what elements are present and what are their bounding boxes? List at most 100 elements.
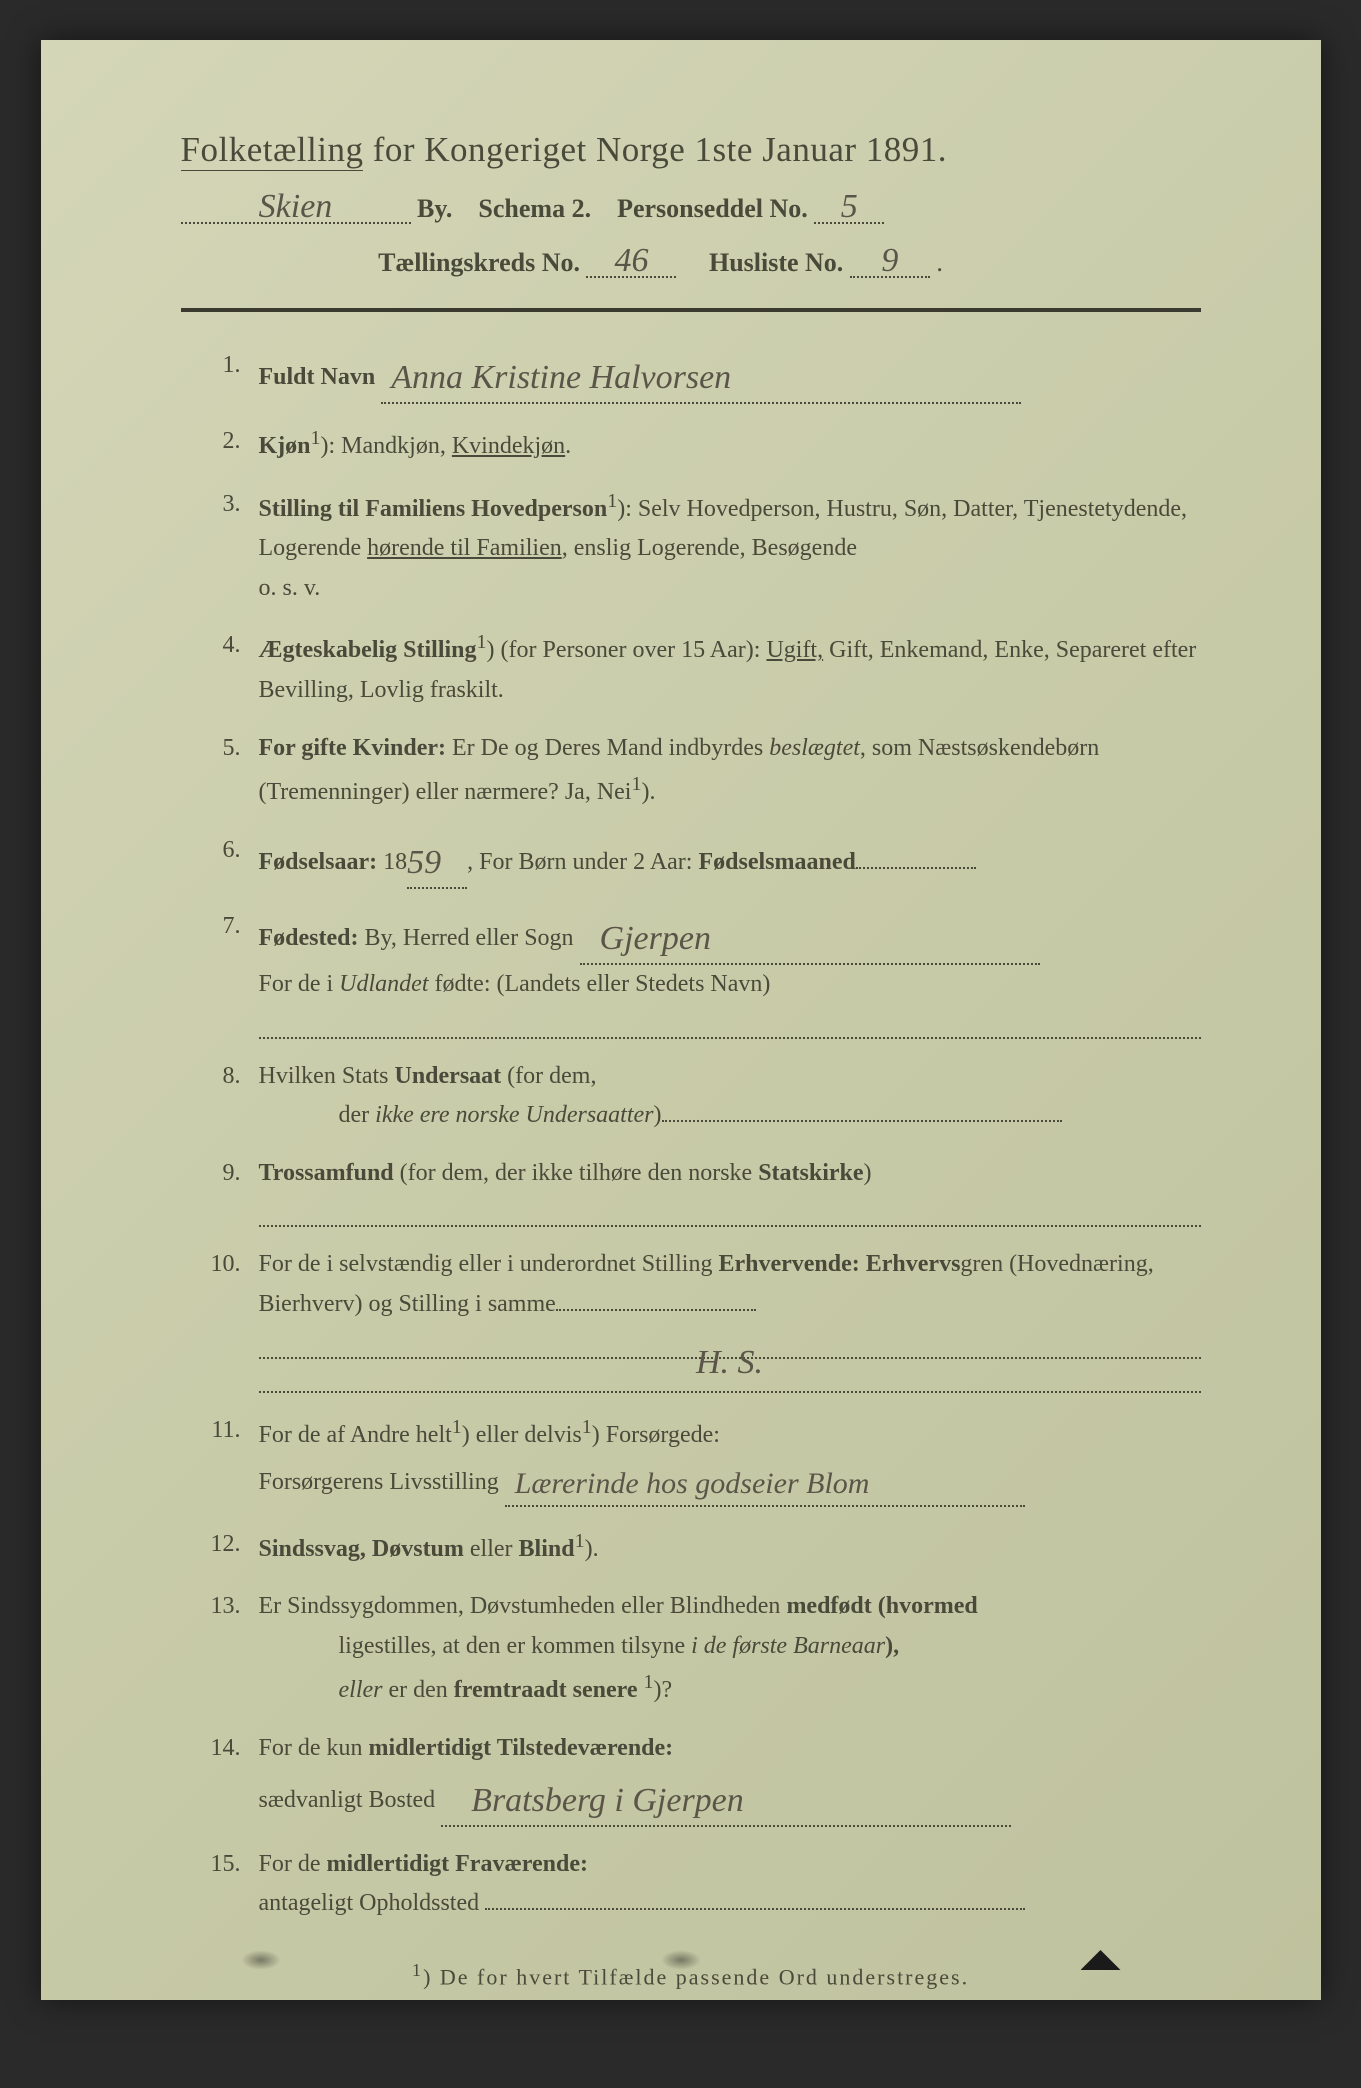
item-4-underlined: Ugift, <box>766 637 823 663</box>
item-13-content: Er Sindssygdommen, Døvstumheden eller Bl… <box>259 1587 1201 1711</box>
item-9-content: Trossamfund (for dem, der ikke tilhøre d… <box>259 1154 1201 1228</box>
item-3-text2: , enslig Logerende, Besøgende <box>562 535 857 561</box>
residence-handwritten: Bratsberg i Gjerpen <box>441 1782 744 1819</box>
item-6-content: Fødselsaar: 1859, For Børn under 2 Aar: … <box>259 831 1201 889</box>
item-8-italic: ikke ere norske Undersaatter <box>375 1102 653 1128</box>
item-11-content: For de af Andre helt1) eller delvis1) Fo… <box>259 1411 1201 1507</box>
item-5-num: 5. <box>181 729 259 813</box>
birthplace-handwritten: Gjerpen <box>580 920 711 957</box>
item-3-text3: o. s. v. <box>259 575 321 601</box>
item-10-num: 10. <box>181 1245 259 1392</box>
full-name-handwritten: Anna Kristine Halvorsen <box>381 359 731 396</box>
item-6-text2: , For Børn under 2 Aar: <box>467 849 698 875</box>
item-4-content: Ægteskabelig Stilling1) (for Personer ov… <box>259 626 1201 710</box>
item-2-sup: 1 <box>311 427 321 449</box>
item-15-content: For de midlertidigt Fraværende: antageli… <box>259 1845 1201 1924</box>
census-form-page: Folketælling for Kongeriget Norge 1ste J… <box>41 40 1321 2000</box>
item-12-content: Sindssvag, Døvstum eller Blind1). <box>259 1525 1201 1570</box>
year-field: 59 <box>407 831 467 889</box>
kreds-no: 46 <box>614 242 648 279</box>
form-items: 1. Fuldt Navn Anna Kristine Halvorsen 2.… <box>181 346 1201 1924</box>
whereabouts-field <box>485 1908 1025 1910</box>
item-13-line3: eller er den fremtraadt senere 1)? <box>259 1666 1201 1711</box>
item-8-content: Hvilken Stats Undersaat (for dem, der ik… <box>259 1057 1201 1136</box>
item-15: 15. For de midlertidigt Fraværende: anta… <box>181 1845 1201 1924</box>
item-5-text3: ). <box>641 779 655 805</box>
item-10-dotted2: H. S. <box>259 1331 1201 1359</box>
item-7-content: Fødested: By, Herred eller Sogn Gjerpen … <box>259 907 1201 1039</box>
item-12-label: Sindssvag, Døvstum <box>259 1536 464 1562</box>
city-line: Skien By. Schema 2. Personseddel No. 5 <box>181 184 1201 224</box>
item-5-sup: 1 <box>631 773 641 795</box>
item-13: 13. Er Sindssygdommen, Døvstumheden elle… <box>181 1587 1201 1711</box>
item-11-text-b: ) eller delvis <box>462 1422 582 1448</box>
kreds-line: Tællingskreds No. 46 Husliste No. 9 . <box>181 238 1201 278</box>
item-10-label: Erhvervende: Erhvervs <box>718 1251 960 1277</box>
item-6-label: Fødselsaar: <box>259 849 378 875</box>
item-11-num: 11. <box>181 1411 259 1507</box>
item-4-sup: 1 <box>477 631 487 653</box>
item-3: 3. Stilling til Familiens Hovedperson1):… <box>181 485 1201 609</box>
item-12-num: 12. <box>181 1525 259 1570</box>
item-3-label: Stilling til Familiens Hovedperson <box>259 496 608 522</box>
item-13-line2: ligestilles, at den er kommen tilsyne i … <box>259 1627 1201 1667</box>
item-9-text2: ) <box>864 1160 872 1186</box>
item-2-underlined: Kvindekjøn <box>452 433 565 459</box>
item-14-content: For de kun midlertidigt Tilstedeværende:… <box>259 1729 1201 1827</box>
main-title: Folketælling for Kongeriget Norge 1ste J… <box>181 130 1201 170</box>
item-2-content: Kjøn1): Mandkjøn, Kvindekjøn. <box>259 422 1201 467</box>
item-9-num: 9. <box>181 1154 259 1228</box>
personseddel-no-field: 5 <box>814 184 884 224</box>
item-14: 14. For de kun midlertidigt Tilstedevære… <box>181 1729 1201 1827</box>
residence-field: Bratsberg i Gjerpen <box>441 1769 1011 1827</box>
item-8-text-b: (for dem, <box>501 1063 596 1089</box>
item-5-italic: beslægtet <box>769 735 860 761</box>
item-13-text-c: eller <box>339 1677 383 1703</box>
item-7: 7. Fødested: By, Herred eller Sogn Gjerp… <box>181 907 1201 1039</box>
city-field: Skien <box>181 184 411 224</box>
item-12-label2: Blind <box>519 1536 575 1562</box>
item-9-label: Trossamfund <box>259 1160 394 1186</box>
item-8-text3: ) <box>654 1102 662 1128</box>
item-12-sup: 1 <box>575 1530 585 1552</box>
item-11-text2: Forsørgerens Livsstilling <box>259 1469 499 1495</box>
item-5-text: Er De og Deres Mand indbyrdes <box>446 735 769 761</box>
item-13-sup: 1 <box>643 1671 653 1693</box>
provider-handwritten: Lærerinde hos godseier Blom <box>505 1467 870 1500</box>
item-10-dotted1 <box>556 1309 756 1311</box>
item-6-num: 6. <box>181 831 259 889</box>
city-handwritten: Skien <box>259 188 333 225</box>
item-11-sup2: 1 <box>582 1416 592 1438</box>
divider-rule <box>181 308 1201 312</box>
item-13-label2: ), <box>885 1633 899 1659</box>
item-4-num: 4. <box>181 626 259 710</box>
item-8-text2: der <box>339 1102 376 1128</box>
item-7-text2: For de i <box>259 971 340 997</box>
item-7-dotted <box>259 1011 1201 1039</box>
item-4-text-a: ) (for Personer over 15 Aar): <box>487 637 767 663</box>
provider-field: Lærerinde hos godseier Blom <box>505 1455 1025 1507</box>
item-3-content: Stilling til Familiens Hovedperson1): Se… <box>259 485 1201 609</box>
item-4: 4. Ægteskabelig Stilling1) (for Personer… <box>181 626 1201 710</box>
item-4-label: Ægteskabelig Stilling <box>259 637 477 663</box>
year-handwritten: 59 <box>407 844 441 881</box>
item-7-text: By, Herred eller Sogn <box>358 925 573 951</box>
item-3-sup: 1 <box>607 490 617 512</box>
punch-hole-mid <box>661 1950 701 1970</box>
item-2-num: 2. <box>181 422 259 467</box>
item-2-text-b: . <box>565 433 571 459</box>
item-6-year-prefix: 18 <box>377 849 407 875</box>
kreds-no-field: 46 <box>586 238 676 278</box>
item-3-num: 3. <box>181 485 259 609</box>
item-14-num: 14. <box>181 1729 259 1827</box>
item-9: 9. Trossamfund (for dem, der ikke tilhør… <box>181 1154 1201 1228</box>
item-8-line2: der ikke ere norske Undersaatter) <box>259 1096 1201 1136</box>
item-12: 12. Sindssvag, Døvstum eller Blind1). <box>181 1525 1201 1570</box>
item-7-num: 7. <box>181 907 259 1039</box>
item-5: 5. For gifte Kvinder: Er De og Deres Man… <box>181 729 1201 813</box>
item-9-label2: Statskirke <box>758 1160 863 1186</box>
husliste-no: 9 <box>881 242 898 279</box>
by-label: By. <box>417 194 452 223</box>
schema-label: Schema 2. <box>478 194 591 223</box>
title-word-folketelling: Folketælling <box>181 130 364 171</box>
